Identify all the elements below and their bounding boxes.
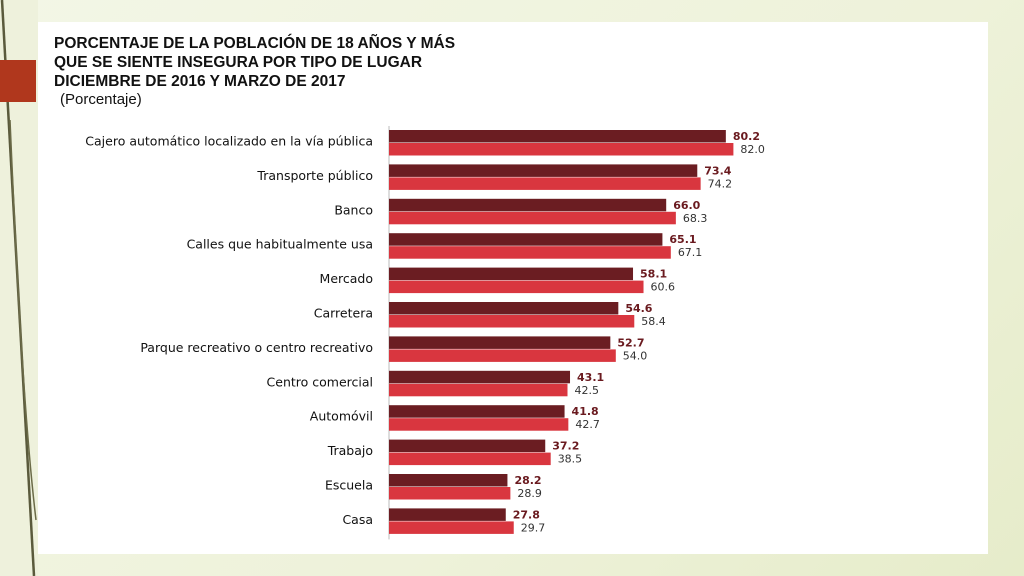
category-label: Centro comercial bbox=[267, 374, 373, 389]
category-label: Banco bbox=[334, 202, 373, 217]
data-label: 43.1 bbox=[577, 371, 604, 384]
bar-2017 bbox=[389, 143, 734, 156]
data-label: 73.4 bbox=[704, 164, 731, 177]
data-label: 65.1 bbox=[669, 233, 696, 246]
bar-2017 bbox=[389, 280, 644, 294]
bar-2016 bbox=[389, 405, 565, 418]
bar-2016 bbox=[389, 439, 546, 453]
bar-2017 bbox=[389, 452, 551, 466]
category-label: Automóvil bbox=[310, 409, 373, 424]
bar-2017 bbox=[389, 177, 701, 190]
data-label: 66.0 bbox=[673, 199, 700, 212]
chart-title-line-1: PORCENTAJE DE LA POBLACIÓN DE 18 AÑOS Y … bbox=[54, 35, 456, 52]
bar-2017 bbox=[389, 246, 671, 259]
bar-2017 bbox=[389, 349, 616, 362]
slide-accent-bar bbox=[0, 60, 36, 102]
chart-title-block: PORCENTAJE DE LA POBLACIÓN DE 18 AÑOS Y … bbox=[54, 34, 614, 109]
data-label: 68.3 bbox=[683, 212, 708, 225]
chart-title-line-3: DICIEMBRE DE 2016 Y MARZO DE 2017 bbox=[54, 73, 346, 90]
bar-2016 bbox=[389, 474, 508, 487]
category-label: Casa bbox=[342, 512, 373, 527]
data-label: 54.6 bbox=[625, 302, 652, 315]
bar-2016 bbox=[389, 198, 667, 212]
data-label: 42.5 bbox=[575, 384, 600, 397]
chart-subtitle: (Porcentaje) bbox=[60, 91, 142, 108]
data-label: 37.2 bbox=[552, 440, 579, 453]
chart-title-line-2: QUE SE SIENTE INSEGURA POR TIPO DE LUGAR bbox=[54, 54, 423, 71]
category-label: Mercado bbox=[320, 271, 373, 286]
category-label: Trabajo bbox=[327, 443, 373, 458]
category-label: Cajero automático localizado en la vía p… bbox=[85, 134, 373, 149]
data-label: 60.6 bbox=[651, 281, 676, 294]
data-label: 67.1 bbox=[678, 246, 703, 259]
bar-2017 bbox=[389, 487, 511, 500]
bar-2017 bbox=[389, 315, 635, 328]
bar-2017 bbox=[389, 383, 568, 397]
data-label: 82.0 bbox=[740, 143, 765, 156]
data-label: 27.8 bbox=[513, 508, 540, 521]
bar-2016 bbox=[389, 336, 611, 349]
data-label: 80.2 bbox=[733, 130, 760, 143]
data-label: 54.0 bbox=[623, 349, 648, 362]
bar-2016 bbox=[389, 130, 726, 143]
category-label: Transporte público bbox=[256, 168, 373, 183]
bar-2016 bbox=[389, 370, 571, 384]
bar-2016 bbox=[389, 164, 698, 177]
category-label: Carretera bbox=[314, 306, 373, 321]
category-label: Calles que habitualmente usa bbox=[187, 237, 373, 252]
data-label: 74.2 bbox=[708, 177, 733, 190]
data-label: 28.2 bbox=[514, 474, 541, 487]
bar-2016 bbox=[389, 267, 634, 281]
data-label: 41.8 bbox=[572, 405, 599, 418]
category-label: Parque recreativo o centro recreativo bbox=[140, 340, 373, 355]
bar-2016 bbox=[389, 302, 619, 315]
bar-2017 bbox=[389, 211, 676, 225]
data-label: 38.5 bbox=[558, 453, 583, 466]
data-label: 52.7 bbox=[617, 336, 644, 349]
data-label: 28.9 bbox=[517, 487, 542, 500]
category-label: Escuela bbox=[325, 478, 373, 493]
bar-2016 bbox=[389, 233, 663, 246]
data-label: 29.7 bbox=[521, 521, 546, 534]
data-label: 42.7 bbox=[575, 418, 600, 431]
bar-2017 bbox=[389, 418, 569, 431]
data-label: 58.4 bbox=[641, 315, 666, 328]
data-label: 58.1 bbox=[640, 268, 667, 281]
bar-2017 bbox=[389, 521, 514, 534]
bar-2016 bbox=[389, 508, 506, 521]
